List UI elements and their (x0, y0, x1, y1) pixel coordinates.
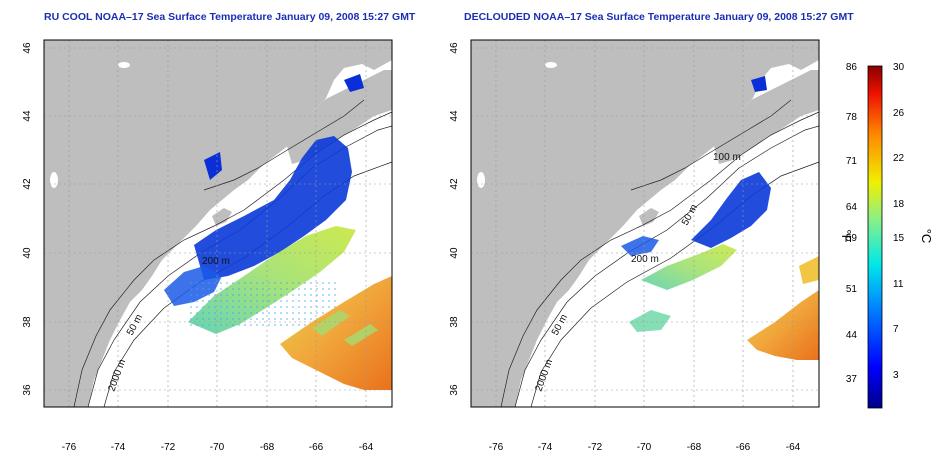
sst-warm-region (280, 276, 392, 390)
x-tick-label: -66 (309, 442, 324, 453)
sst-cold-region (194, 136, 352, 280)
sst-mid-region (641, 244, 737, 290)
celsius-unit-label: °C (919, 229, 934, 244)
x-tick-label: -66 (736, 442, 751, 453)
fahrenheit-tick: 71 (846, 156, 858, 167)
y-tick-label: 42 (449, 178, 460, 190)
land-mass (471, 40, 819, 407)
plot-frame (43, 39, 393, 408)
y-tick-label: 36 (22, 384, 33, 396)
sst-cold-patch (751, 76, 767, 92)
fahrenheit-tick: 59 (846, 233, 858, 244)
land-mass (44, 40, 392, 407)
celsius-tick: 26 (893, 108, 905, 119)
sst-warm-streak (344, 324, 378, 346)
celsius-tick: 3 (893, 370, 899, 381)
celsius-tick: 18 (893, 199, 905, 210)
lake (545, 62, 557, 68)
map-panel-raw: 50 m 200 m 2000 m (43, 39, 393, 408)
grid-lines (471, 40, 819, 407)
fahrenheit-tick: 64 (846, 202, 858, 213)
x-tick-label: -68 (260, 442, 275, 453)
x-tick-label: -74 (111, 442, 126, 453)
celsius-tick: 30 (893, 62, 905, 73)
sst-cold-patch (344, 74, 364, 92)
axis-x-declouded: -76 -74 -72 -70 -68 -66 -64 (489, 442, 801, 453)
y-tick-label: 38 (449, 316, 460, 328)
y-tick-label: 46 (22, 42, 33, 54)
sst-cold-patch (621, 236, 659, 256)
fahrenheit-tick: 44 (846, 330, 858, 341)
x-tick-label: -74 (538, 442, 553, 453)
y-tick-label: 40 (22, 247, 33, 259)
colorbar: 86 78 71 64 59 51 44 37 30 26 22 18 15 1… (839, 62, 934, 409)
y-tick-label: 44 (449, 110, 460, 122)
celsius-tick: 7 (893, 324, 899, 335)
fahrenheit-unit-label: °F (839, 229, 854, 242)
celsius-tick: 22 (893, 153, 905, 164)
grid-lines (44, 40, 392, 407)
x-tick-label: -68 (687, 442, 702, 453)
contour-label: 200 m (202, 256, 230, 267)
sst-mid-patch (629, 310, 671, 332)
y-tick-label: 46 (449, 42, 460, 54)
land-nova-scotia (711, 70, 819, 164)
x-tick-label: -70 (210, 442, 225, 453)
colorbar-gradient (867, 65, 883, 409)
x-tick-label: -72 (588, 442, 603, 453)
lake (477, 172, 485, 188)
sst-warm-streak (312, 310, 350, 336)
axis-y-declouded: 46 44 42 40 38 36 (449, 42, 460, 396)
x-tick-label: -64 (359, 442, 374, 453)
panel-title-declouded: DECLOUDED NOAA–17 Sea Surface Temperatur… (464, 11, 854, 23)
celsius-tick: 11 (893, 279, 904, 290)
y-tick-label: 42 (22, 178, 33, 190)
fahrenheit-tick: 37 (846, 374, 858, 385)
x-tick-label: -76 (62, 442, 77, 453)
x-tick-label: -72 (161, 442, 176, 453)
contour-label: 100 m (713, 152, 741, 163)
lake (118, 62, 130, 68)
fahrenheit-tick: 86 (846, 62, 858, 73)
y-tick-label: 36 (449, 384, 460, 396)
x-tick-label: -76 (489, 442, 504, 453)
fahrenheit-tick: 51 (846, 284, 858, 295)
contour-label: 200 m (631, 254, 659, 265)
y-tick-label: 40 (449, 247, 460, 259)
celsius-tick: 15 (893, 233, 905, 244)
y-tick-label: 44 (22, 110, 33, 122)
sst-cold-patch (204, 152, 222, 180)
sst-warm-patch (799, 256, 819, 284)
plot-frame (470, 39, 820, 408)
axis-x-raw: -76 -74 -72 -70 -68 -66 -64 (62, 442, 374, 453)
lake (50, 172, 58, 188)
land-nova-scotia (284, 70, 392, 164)
sst-warm-region (747, 290, 819, 360)
panel-title-raw: RU COOL NOAA–17 Sea Surface Temperature … (44, 11, 416, 23)
x-tick-label: -64 (786, 442, 801, 453)
y-tick-label: 38 (22, 316, 33, 328)
axis-y-raw: 46 44 42 40 38 36 (22, 42, 33, 396)
sst-cold-region (691, 172, 771, 248)
map-panel-declouded: 100 m 50 m 200 m 50 m 2000 m (470, 39, 820, 408)
x-tick-label: -70 (637, 442, 652, 453)
fahrenheit-tick: 78 (846, 112, 858, 123)
